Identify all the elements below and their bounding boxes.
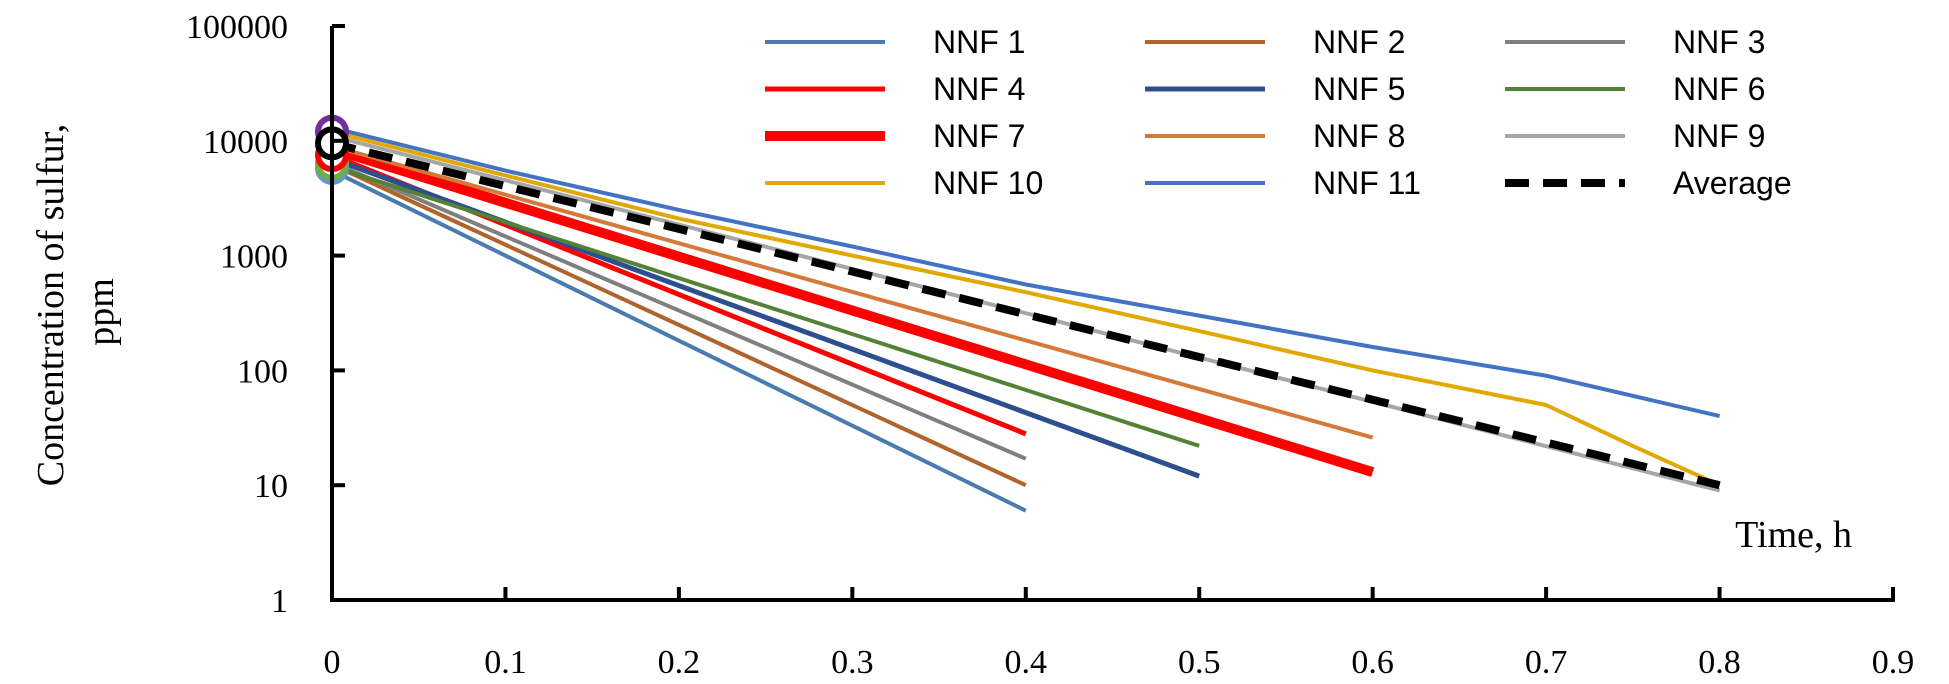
- x-tick-label: 0: [324, 644, 341, 681]
- x-tick-label: 0.9: [1872, 644, 1915, 681]
- y-tick-label: 1: [271, 583, 288, 620]
- legend-label-nnf-5: NNF 5: [1313, 71, 1405, 107]
- series-line-nnf-8: [331, 144, 1374, 440]
- legend-label-nnf-2: NNF 2: [1313, 24, 1405, 60]
- x-axis-title: Time, h: [1735, 514, 1852, 556]
- y-tick-label: 100000: [186, 9, 288, 46]
- x-tick-label: 0.2: [658, 644, 701, 681]
- series-line-nnf-10: [331, 129, 1721, 488]
- legend-label-nnf-4: NNF 4: [933, 71, 1025, 107]
- legend: NNF 1 NNF 2 NNF 3 NNF 4 NNF 5 NNF 6 NNF 7 NNF 8…: [765, 24, 1792, 201]
- legend-label-average: Average: [1673, 165, 1792, 201]
- legend-label-nnf-9: NNF 9: [1673, 118, 1765, 154]
- series-layer: [330, 125, 1721, 513]
- tick-layer: 0 0.1 0.2 0.3 0.4 0.5 0.6 0.7 0.8 0.9 1 10 100 1000 10…: [186, 9, 1914, 681]
- y-axis-title-line1: Concentration of sulfur,: [30, 124, 72, 487]
- series-line-nnf-11: [331, 125, 1721, 419]
- x-tick-label: 0.6: [1351, 644, 1394, 681]
- y-tick-label: 10: [254, 468, 288, 505]
- y-tick-label: 10000: [203, 124, 288, 161]
- x-tick-label: 0.1: [484, 644, 527, 681]
- series-line-nnf-1: [331, 168, 1027, 513]
- x-tick-label: 0.8: [1698, 644, 1741, 681]
- x-tick-label: 0.7: [1525, 644, 1568, 681]
- y-tick-label: 1000: [220, 239, 288, 276]
- legend-label-nnf-11: NNF 11: [1313, 165, 1421, 201]
- y-tick-label: 100: [237, 353, 288, 390]
- legend-label-nnf-8: NNF 8: [1313, 118, 1405, 154]
- legend-label-nnf-7: NNF 7: [933, 118, 1025, 154]
- series-line-nnf-7: [330, 144, 1375, 477]
- axes-layer: [330, 26, 1895, 602]
- legend-label-nnf-1: NNF 1: [933, 24, 1025, 60]
- x-tick-label: 0.4: [1005, 644, 1048, 681]
- x-tick-label: 0.5: [1178, 644, 1221, 681]
- y-axis-title-line2: ppm: [80, 278, 122, 346]
- series-line-nnf-2: [331, 162, 1027, 488]
- legend-label-nnf-6: NNF 6: [1673, 71, 1765, 107]
- series-line-nnf-6: [331, 164, 1200, 448]
- legend-label-nnf-3: NNF 3: [1673, 24, 1765, 60]
- x-tick-label: 0.3: [831, 644, 874, 681]
- series-line-nnf-3: [331, 160, 1027, 461]
- series-line-average: [331, 139, 1721, 490]
- legend-label-nnf-10: NNF 10: [933, 165, 1043, 201]
